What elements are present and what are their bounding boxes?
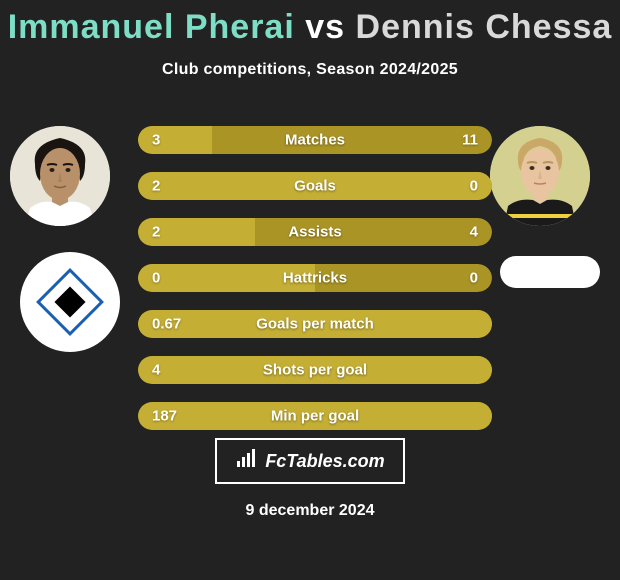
footer-brand[interactable]: FcTables.com: [215, 438, 405, 484]
stat-row-min-per-goal: 187 Min per goal: [138, 402, 492, 430]
stat-value-left: 0: [152, 270, 160, 287]
player2-club-logo: [500, 256, 600, 288]
stat-value-left: 0.67: [152, 316, 181, 333]
player2-photo: [490, 126, 590, 226]
stat-label: Matches: [285, 132, 345, 149]
stat-row-shots-per-goal: 4 Shots per goal: [138, 356, 492, 384]
stat-label: Hattricks: [283, 270, 347, 287]
player1-photo: [10, 126, 110, 226]
stat-label: Goals: [294, 178, 336, 195]
comparison-container: Immanuel Pherai vs Dennis Chessa Club co…: [0, 0, 620, 580]
title-player1: Immanuel Pherai: [8, 8, 295, 46]
stat-value-left: 3: [152, 132, 160, 149]
stat-row-goals: 2 Goals 0: [138, 172, 492, 200]
footer-brand-text: FcTables.com: [265, 451, 384, 472]
player2-avatar-icon: [490, 126, 590, 226]
stat-value-right: 0: [470, 178, 478, 195]
stat-value-left: 187: [152, 408, 177, 425]
stat-value-right: 4: [470, 224, 478, 241]
stat-label: Shots per goal: [263, 362, 367, 379]
stat-label: Min per goal: [271, 408, 359, 425]
hsv-inner-icon: [54, 286, 85, 317]
stat-label: Goals per match: [256, 316, 374, 333]
stats-area: 3 Matches 11 2 Goals 0 2 Assists 4 0 Hat…: [138, 126, 492, 448]
page-title: Immanuel Pherai vs Dennis Chessa: [0, 0, 620, 47]
title-vs: vs: [305, 8, 345, 46]
stat-row-hattricks: 0 Hattricks 0: [138, 264, 492, 292]
stat-row-goals-per-match: 0.67 Goals per match: [138, 310, 492, 338]
stat-value-left: 2: [152, 178, 160, 195]
stat-label: Assists: [288, 224, 341, 241]
footer-date: 9 december 2024: [246, 502, 375, 520]
stat-value-left: 4: [152, 362, 160, 379]
hsv-diamond-icon: [36, 268, 104, 336]
stat-value-right: 0: [470, 270, 478, 287]
subtitle: Club competitions, Season 2024/2025: [0, 61, 620, 79]
stat-value-left: 2: [152, 224, 160, 241]
player1-avatar-icon: [10, 126, 110, 226]
stat-row-matches: 3 Matches 11: [138, 126, 492, 154]
stat-bar-fill: [138, 126, 212, 154]
stat-row-assists: 2 Assists 4: [138, 218, 492, 246]
chart-icon: [235, 447, 257, 475]
player1-club-logo: [20, 252, 120, 352]
title-player2: Dennis Chessa: [356, 8, 613, 46]
stat-value-right: 11: [462, 132, 478, 149]
